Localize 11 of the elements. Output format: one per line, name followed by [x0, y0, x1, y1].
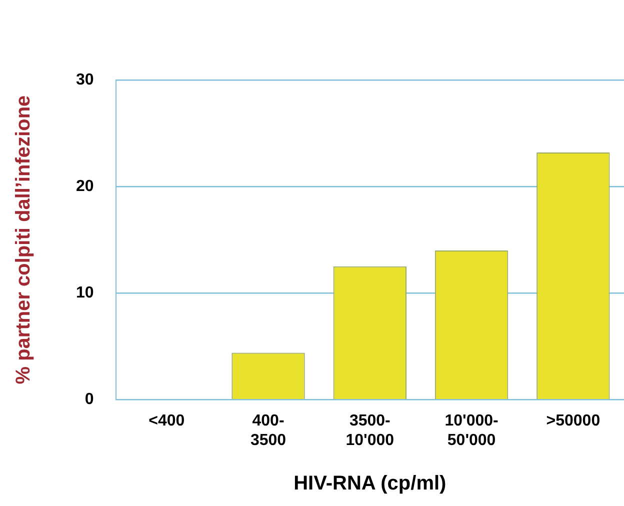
- y-tick-label: 20: [76, 178, 94, 195]
- x-tick-label: >50000: [546, 412, 600, 430]
- y-tick-label: 10: [76, 284, 94, 302]
- x-axis-title: HIV-RNA (cp/ml): [294, 472, 446, 495]
- y-tick-label: 0: [84, 391, 94, 408]
- x-tick-label: 400-3500: [250, 412, 286, 449]
- x-tick-label: <400: [148, 412, 185, 430]
- y-tick-label: 30: [76, 71, 94, 88]
- y-axis-title: % partner colpiti dall’infezione: [12, 95, 35, 384]
- x-tick-label: 3500-10'000: [346, 412, 394, 449]
- x-tick-label: 10'000-50'000: [444, 412, 498, 449]
